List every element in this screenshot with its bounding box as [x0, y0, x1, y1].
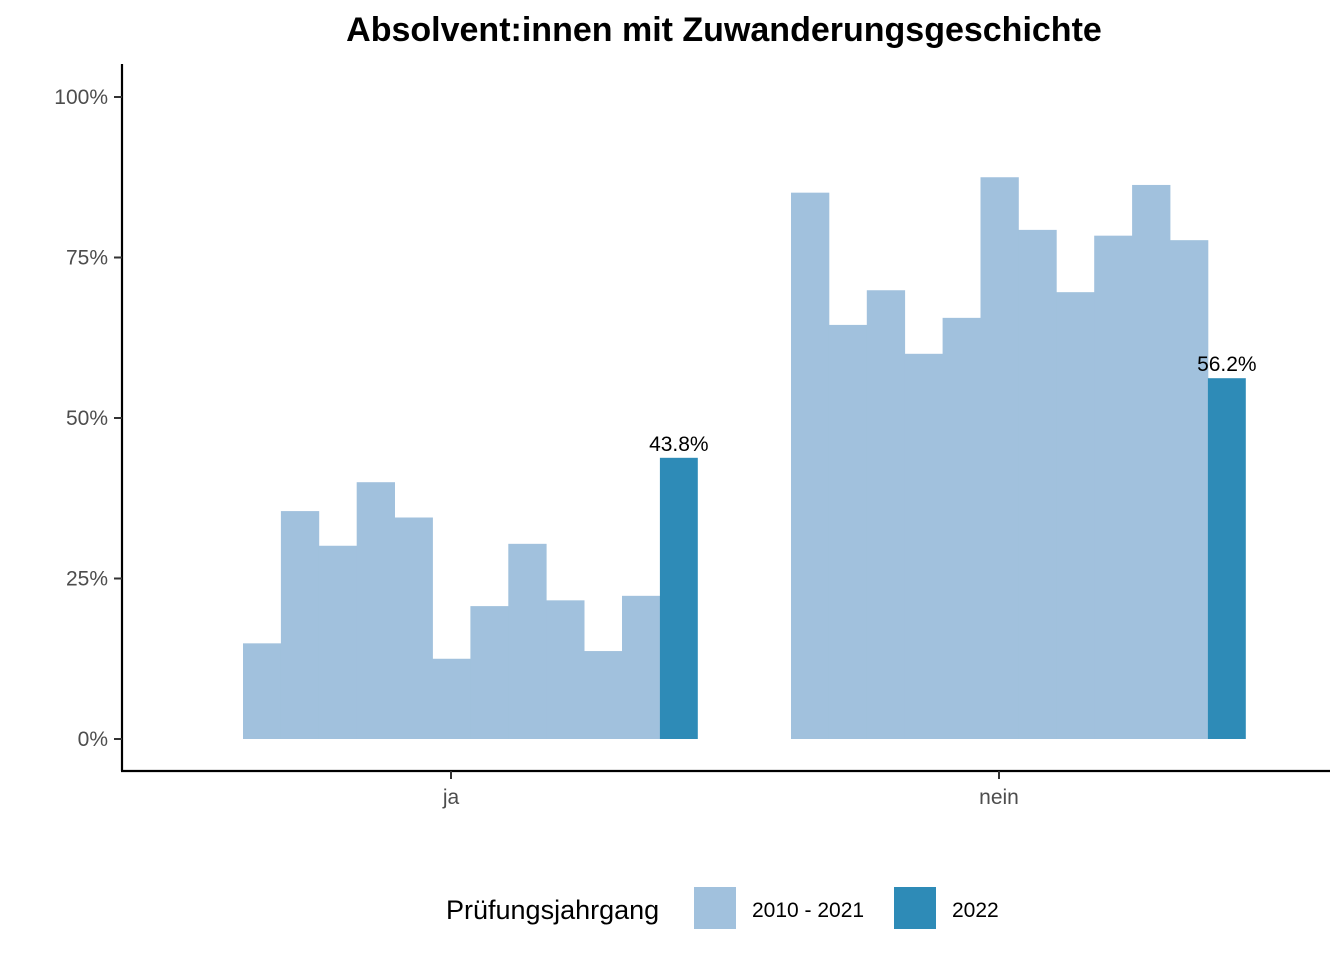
legend-title: Prüfungsjahrgang: [446, 895, 659, 925]
legend-key-2010-2021: [694, 887, 736, 929]
y-tick-label: 25%: [66, 568, 108, 591]
bar-nein-6: [980, 177, 1019, 739]
chart-title: Absolvent:innen mit Zuwanderungsgeschich…: [346, 11, 1102, 49]
bar-nein-3: [866, 290, 906, 739]
legend-label-2010-2021: 2010 - 2021: [752, 899, 864, 922]
bar-nein-5: [942, 317, 981, 739]
bar-ja-5: [394, 517, 433, 739]
bar-nein-9: [1094, 235, 1133, 740]
bar-nein-10: [1132, 184, 1171, 739]
bar-ja-2022: [659, 457, 698, 739]
bar-ja-6: [432, 658, 471, 739]
data-labels: 43.8% 56.2%: [649, 353, 1257, 456]
legend-label-2022: 2022: [952, 899, 999, 922]
y-tick-label: 50%: [66, 407, 108, 430]
legend: Prüfungsjahrgang 2010 - 2021 2022: [446, 887, 999, 929]
bar-nein-1: [791, 192, 830, 739]
bar-nein-2: [828, 324, 868, 739]
bar-ja-11: [622, 595, 661, 739]
data-label-ja-2022: 43.8%: [649, 433, 709, 456]
y-tick-label: 100%: [54, 86, 108, 109]
x-tick-label-ja: ja: [442, 786, 460, 809]
bar-ja-2: [280, 511, 320, 739]
x-tick-label-nein: nein: [979, 786, 1019, 809]
bar-nein-11: [1170, 240, 1209, 740]
data-label-nein-2022: 56.2%: [1197, 353, 1257, 376]
y-tick-label: 75%: [66, 247, 108, 270]
y-ticks: 0% 25% 50% 75% 100%: [54, 86, 122, 751]
bar-ja-3: [318, 545, 358, 739]
legend-key-2022: [894, 887, 936, 929]
bars: [243, 177, 1246, 740]
bar-ja-7: [470, 606, 509, 739]
bar-ja-10: [584, 651, 623, 739]
bar-nein-8: [1056, 292, 1095, 739]
x-ticks: ja nein: [442, 771, 1019, 809]
bar-ja-9: [546, 600, 585, 739]
bar-ja-8: [508, 543, 547, 739]
bar-nein-2022: [1207, 378, 1246, 739]
bar-ja-4: [356, 482, 395, 739]
bar-ja-1: [243, 643, 282, 739]
bar-nein-4: [904, 353, 943, 739]
y-tick-label: 0%: [78, 728, 108, 751]
bar-nein-7: [1018, 229, 1057, 739]
